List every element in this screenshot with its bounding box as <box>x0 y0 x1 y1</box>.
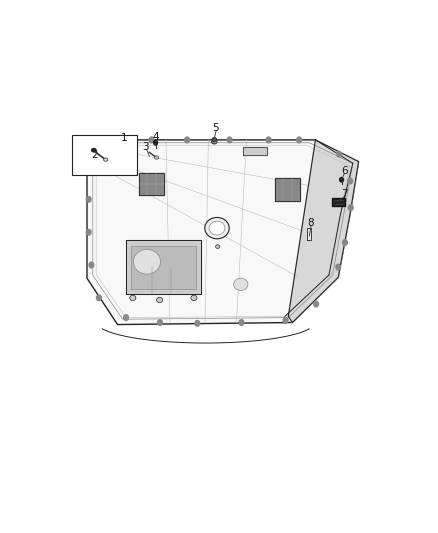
Ellipse shape <box>157 297 162 303</box>
Circle shape <box>112 137 117 143</box>
Circle shape <box>124 314 128 320</box>
Circle shape <box>149 137 154 143</box>
Polygon shape <box>288 140 359 322</box>
Polygon shape <box>139 173 164 195</box>
Circle shape <box>297 137 301 143</box>
Circle shape <box>195 320 200 326</box>
Text: 6: 6 <box>341 166 348 176</box>
Ellipse shape <box>191 295 197 301</box>
Circle shape <box>348 178 353 184</box>
Polygon shape <box>126 240 201 294</box>
Ellipse shape <box>133 249 160 274</box>
Circle shape <box>337 151 342 157</box>
Ellipse shape <box>233 278 248 290</box>
Ellipse shape <box>91 148 96 152</box>
Ellipse shape <box>212 140 217 144</box>
Polygon shape <box>112 148 132 156</box>
Circle shape <box>86 197 91 202</box>
Ellipse shape <box>339 177 344 182</box>
Ellipse shape <box>215 245 220 248</box>
Circle shape <box>86 229 91 235</box>
Circle shape <box>96 295 101 301</box>
Polygon shape <box>87 140 359 325</box>
Ellipse shape <box>103 158 108 161</box>
Text: 3: 3 <box>142 142 149 152</box>
Text: 7: 7 <box>341 189 348 199</box>
Text: 2: 2 <box>92 150 98 160</box>
Circle shape <box>343 240 347 245</box>
Circle shape <box>314 301 318 307</box>
Circle shape <box>266 137 271 143</box>
Ellipse shape <box>155 156 159 159</box>
FancyBboxPatch shape <box>72 134 137 175</box>
Circle shape <box>348 205 353 211</box>
Text: 5: 5 <box>213 124 219 133</box>
Ellipse shape <box>209 221 225 235</box>
Polygon shape <box>332 198 345 206</box>
Circle shape <box>185 137 190 143</box>
Polygon shape <box>275 177 300 201</box>
Circle shape <box>89 262 94 268</box>
Polygon shape <box>131 246 196 289</box>
Circle shape <box>283 318 288 324</box>
Polygon shape <box>243 147 267 155</box>
Circle shape <box>336 264 341 270</box>
Ellipse shape <box>153 140 158 145</box>
Text: 8: 8 <box>308 218 314 228</box>
Circle shape <box>158 320 162 325</box>
Circle shape <box>239 320 244 325</box>
Ellipse shape <box>212 138 217 142</box>
Polygon shape <box>307 228 311 240</box>
Circle shape <box>227 137 232 143</box>
Ellipse shape <box>205 217 229 239</box>
Text: 1: 1 <box>121 133 127 143</box>
Ellipse shape <box>130 295 136 301</box>
Text: 4: 4 <box>152 132 159 142</box>
